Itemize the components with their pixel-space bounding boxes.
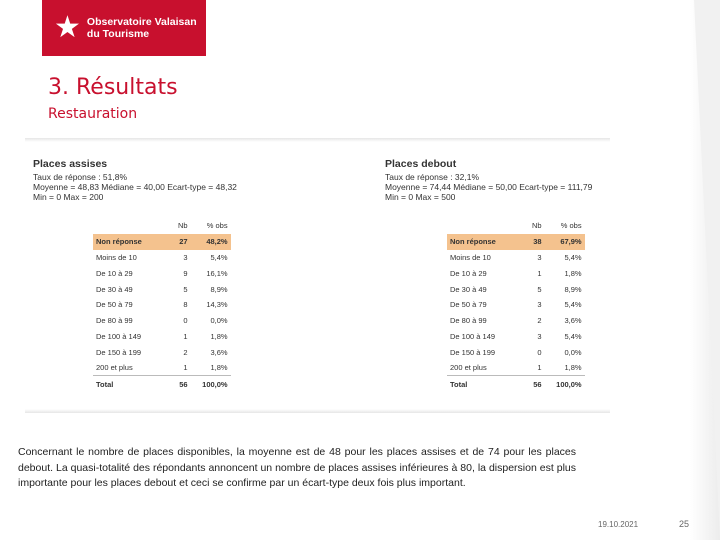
seated-places-heading: Places assises — [33, 158, 108, 170]
seated-places-summary: Places assises Taux de réponse : 51,8% M… — [33, 158, 237, 202]
standing-stats: Moyenne = 74,44 Médiane = 50,00 Ecart-ty… — [385, 182, 593, 192]
table-total-row: Total 56 100,0% — [93, 375, 231, 392]
table-row: De 30 à 49 5 8,9% — [96, 284, 228, 294]
table-total-row: Total 56 100,0% — [447, 375, 585, 392]
table-row: De 50 à 79 8 14,3% — [96, 300, 228, 310]
col-header-pct: % obs — [560, 221, 582, 231]
page-number: 25 — [679, 519, 690, 529]
slide-edge-decoration — [690, 0, 720, 540]
table-row: De 10 à 29 1 1,8% — [450, 268, 582, 278]
results-panel: Places assises Taux de réponse : 51,8% M… — [25, 138, 610, 413]
table-row: De 10 à 29 9 16,1% — [96, 268, 228, 278]
table-row: 200 et plus 1 1,8% — [96, 363, 228, 373]
table-row: Moins de 10 3 5,4% — [96, 252, 228, 262]
seated-min-max: Min = 0 Max = 200 — [33, 192, 104, 202]
table-row: De 150 à 199 2 3,6% — [96, 347, 228, 357]
footer-date: 19.10.2021 — [598, 520, 639, 529]
seated-response-rate: Taux de réponse : 51,8% — [33, 172, 128, 182]
table-row: De 150 à 199 0 0,0% — [450, 347, 582, 357]
table-row: De 80 à 99 0 0,0% — [96, 316, 228, 326]
col-header-nb: Nb — [178, 221, 188, 231]
brand-logo: ★ Observatoire Valaisan du Tourisme — [42, 0, 206, 56]
table-header-row: Nb % obs — [447, 218, 585, 234]
table-row: De 100 à 149 3 5,4% — [450, 331, 582, 341]
page-title: 3. Résultats — [48, 75, 178, 100]
commentary-paragraph: Concernant le nombre de places disponibl… — [18, 446, 576, 489]
standing-places-heading: Places debout — [385, 158, 457, 170]
table-row: De 30 à 49 5 8,9% — [450, 284, 582, 294]
col-header-pct: % obs — [206, 221, 228, 231]
star-icon: ★ — [54, 11, 81, 44]
table-header-row: Nb % obs — [93, 218, 231, 234]
table-row: De 50 à 79 3 5,4% — [450, 300, 582, 310]
seated-places-table: Nb % obs Non réponse 27 48,2% Moins de 1… — [93, 218, 231, 392]
standing-places-table: Nb % obs Non réponse 38 67,9% Moins de 1… — [447, 218, 585, 392]
table-row: Non réponse 38 67,9% — [447, 233, 585, 250]
standing-places-summary: Places debout Taux de réponse : 32,1% Mo… — [385, 158, 592, 202]
table-row: 200 et plus 1 1,8% — [450, 363, 582, 373]
standing-min-max: Min = 0 Max = 500 — [385, 192, 456, 202]
seated-stats: Moyenne = 48,83 Médiane = 40,00 Ecart-ty… — [33, 182, 237, 192]
brand-line-1: Observatoire Valaisan — [86, 16, 197, 28]
col-header-nb: Nb — [532, 221, 542, 231]
table-row: Non réponse 27 48,2% — [93, 233, 231, 250]
brand-line-2: du Tourisme — [86, 28, 150, 40]
page-subtitle: Restauration — [48, 106, 138, 122]
table-row: De 80 à 99 2 3,6% — [450, 316, 582, 326]
table-row: Moins de 10 3 5,4% — [450, 252, 582, 262]
standing-response-rate: Taux de réponse : 32,1% — [385, 172, 480, 182]
table-row: De 100 à 149 1 1,8% — [96, 331, 228, 341]
brand-name: Observatoire Valaisan du Tourisme — [87, 16, 197, 40]
